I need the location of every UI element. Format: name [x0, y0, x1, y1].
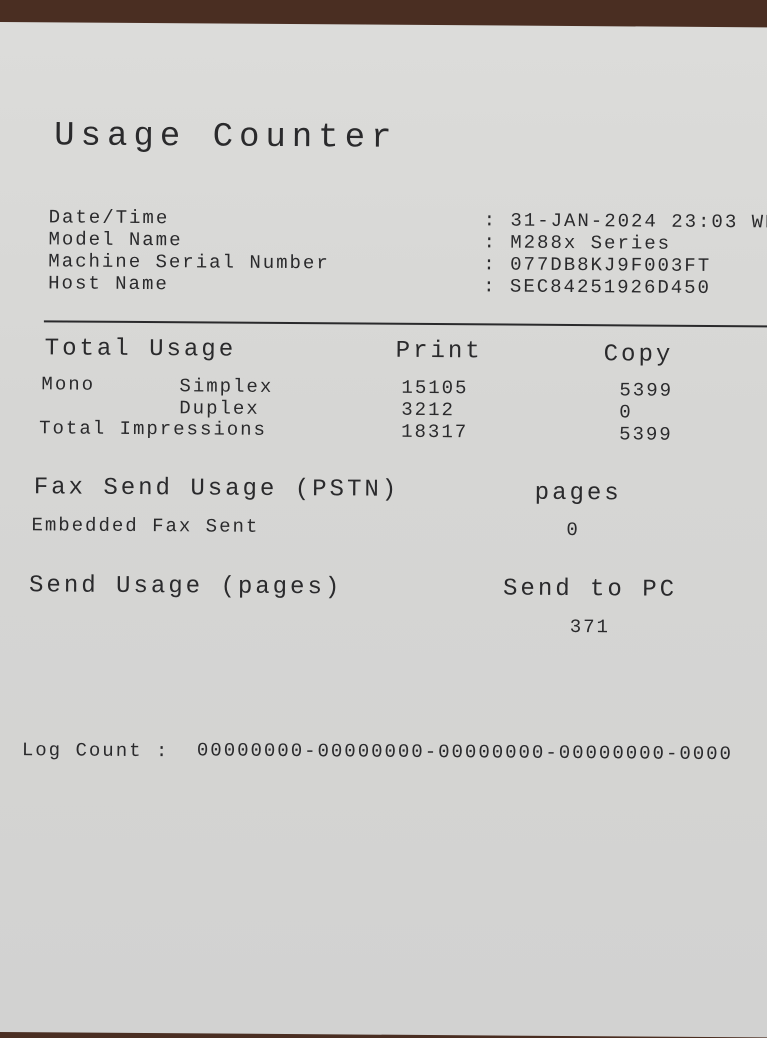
row-print: 15105 [401, 376, 469, 400]
info-value-datetime: : 31-JAN-2024 23:03 WE [483, 209, 767, 234]
col-copy: Copy [603, 341, 674, 369]
info-label-datetime: Date/Time [48, 206, 170, 230]
row-label: Duplex [179, 397, 260, 420]
report-title: Usage Counter [54, 117, 398, 158]
log-value: 00000000-00000000-00000000-00000000-0000 [196, 739, 734, 766]
info-label-model: Model Name [48, 228, 183, 252]
row-label: Total Impressions [39, 417, 268, 441]
total-usage-heading: Total Usage [44, 335, 237, 364]
send-heading: Send Usage (pages) [28, 572, 343, 602]
col-print: Print [395, 337, 483, 366]
row-label: Simplex [179, 375, 274, 398]
row-copy: 0 [619, 401, 633, 424]
send-value: 371 [569, 615, 611, 639]
send-col: Send to PC [502, 575, 678, 604]
printed-report: Usage Counter Date/Time : 31-JAN-2024 23… [0, 22, 767, 1038]
divider [43, 320, 767, 328]
info-value-model: : M288x Series [483, 231, 672, 255]
row-copy: 5399 [619, 379, 674, 402]
info-label-serial: Machine Serial Number [48, 250, 330, 275]
fax-value: 0 [566, 518, 580, 542]
info-value-host: : SEC84251926D450 [483, 275, 712, 299]
mono-label: Mono [41, 373, 96, 396]
fax-row-label: Embedded Fax Sent [31, 514, 260, 538]
fax-col: pages [534, 479, 622, 508]
fax-heading: Fax Send Usage (PSTN) [33, 474, 400, 504]
row-print: 18317 [401, 420, 469, 444]
info-value-serial: : 077DB8KJ9F003FT [483, 253, 712, 277]
row-print: 3212 [401, 398, 455, 422]
info-label-host: Host Name [48, 272, 169, 296]
log-label: Log Count : [21, 739, 170, 763]
row-copy: 5399 [619, 423, 673, 446]
